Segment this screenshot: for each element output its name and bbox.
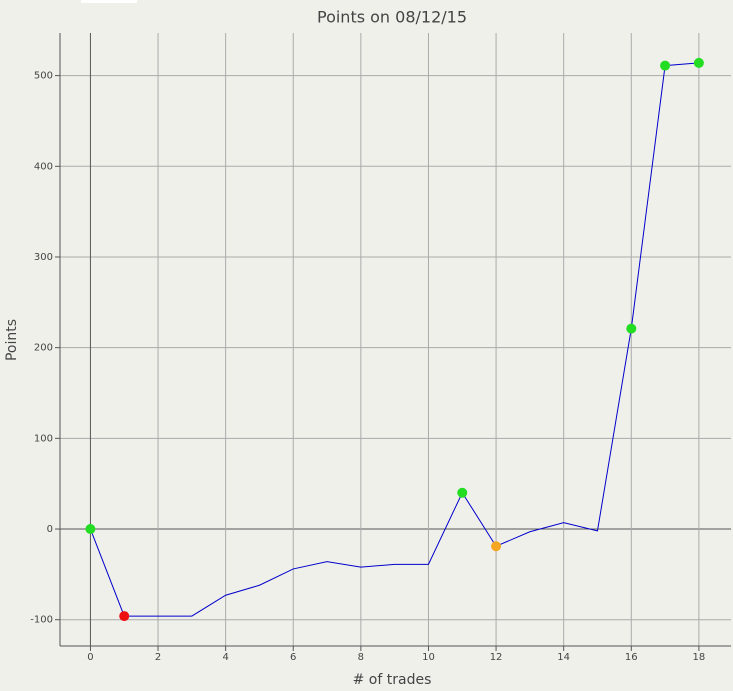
point-marker: [457, 487, 468, 498]
x-tick-label: 0: [87, 652, 93, 663]
x-tick-label: 10: [422, 652, 435, 663]
x-tick-label: 12: [490, 652, 503, 663]
x-tick-label: 18: [693, 652, 706, 663]
x-tick-label: 2: [155, 652, 161, 663]
point-marker: [491, 541, 502, 552]
x-axis-label: # of trades: [353, 672, 432, 688]
point-marker: [119, 611, 130, 622]
point-marker: [85, 524, 96, 535]
y-tick-label: 500: [34, 71, 53, 82]
y-tick-label: 100: [34, 433, 53, 444]
tab: [81, 0, 137, 3]
y-tick-label: 400: [34, 161, 53, 172]
y-tick-label: 300: [34, 252, 53, 263]
y-axis-label: Points: [4, 319, 20, 361]
chart-title: Points on 08/12/15: [317, 8, 467, 27]
point-marker: [660, 60, 671, 71]
point-marker: [626, 323, 637, 334]
x-tick-label: 6: [290, 652, 296, 663]
y-tick-label: -100: [30, 615, 53, 626]
x-tick-label: 8: [358, 652, 364, 663]
x-tick-label: 14: [557, 652, 570, 663]
series-line: [89, 62, 699, 617]
y-tick-label: 200: [34, 343, 53, 354]
x-tick-label: 4: [222, 652, 228, 663]
point-marker: [693, 57, 704, 68]
x-tick-label: 16: [625, 652, 638, 663]
y-tick-label: 0: [47, 524, 53, 535]
